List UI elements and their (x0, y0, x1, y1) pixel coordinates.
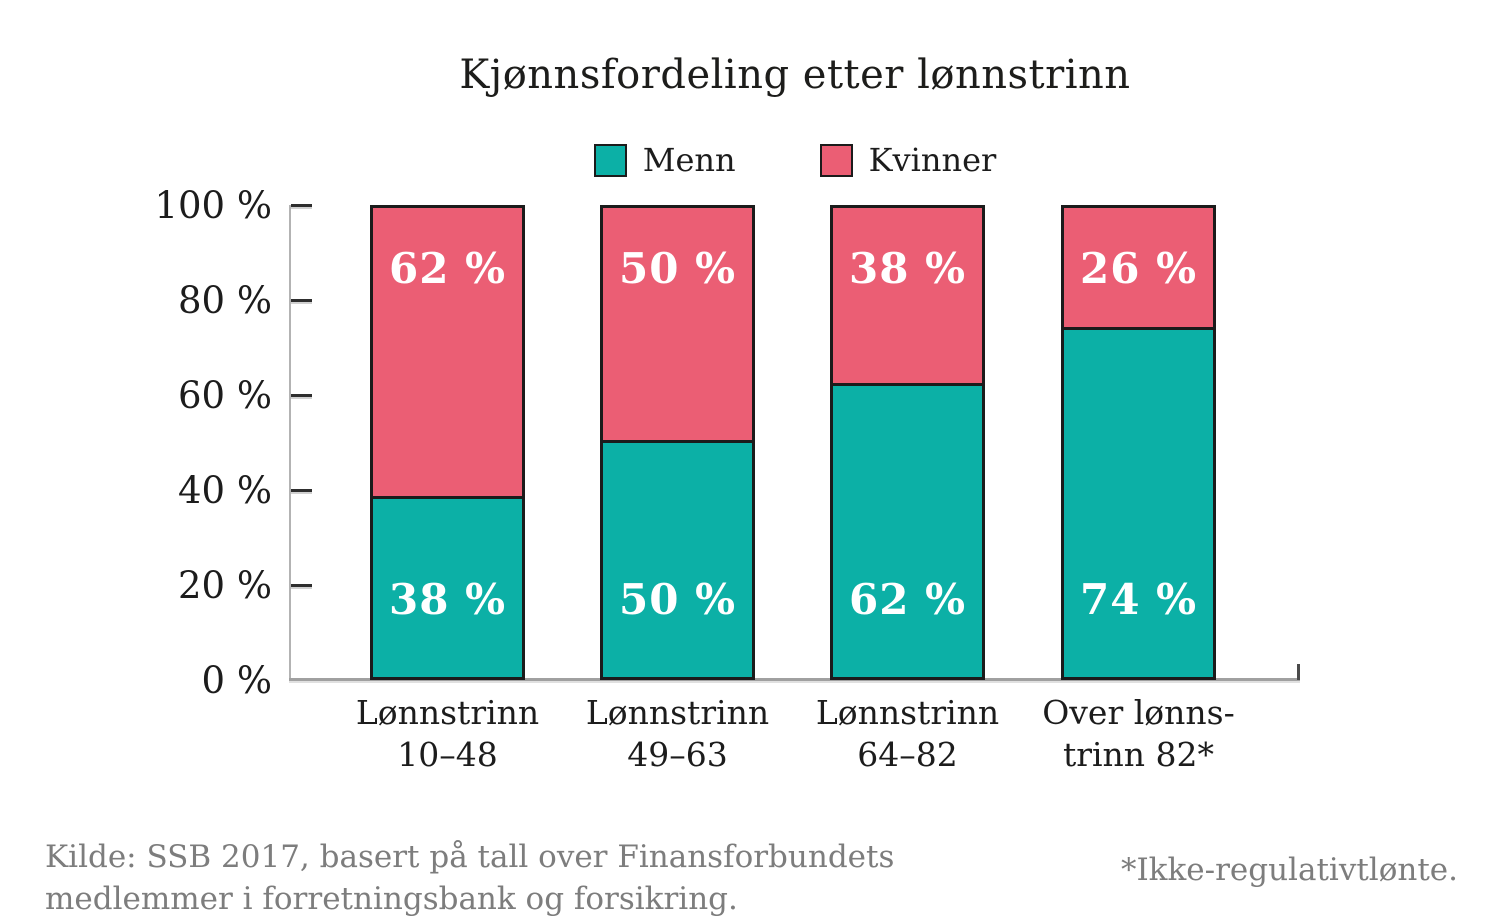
bar-column: 26 % 74 % (1061, 205, 1216, 680)
legend: Menn Kvinner (290, 138, 1300, 182)
y-axis-tick (291, 299, 312, 302)
legend-item-kvinner: Kvinner (819, 141, 997, 179)
y-axis-tick (291, 394, 312, 397)
bar-value-label-menn: 38 % (389, 575, 506, 624)
y-axis-tick-label: 100 % (154, 184, 272, 227)
kvinner-swatch-icon (819, 143, 853, 177)
x-axis-category-label: Lønnstrinn 49–63 (585, 693, 770, 774)
bar-segment-menn (1064, 329, 1213, 677)
x-axis-baseline (289, 678, 1300, 681)
y-axis-tick (291, 489, 312, 492)
bar-value-label-menn: 62 % (849, 575, 966, 624)
bar-segment-menn (833, 386, 982, 677)
y-axis-tick-label: 80 % (178, 279, 272, 322)
bar-segment-menn (603, 442, 752, 677)
y-axis-tick-label: 60 % (178, 374, 272, 417)
y-axis-line (289, 205, 291, 681)
bar-value-label-menn: 74 % (1080, 575, 1197, 624)
x-axis-category-label: Lønnstrinn 64–82 (815, 693, 1000, 774)
bar-column: 62 % 38 % (370, 205, 525, 680)
x-axis-end-tick (1297, 664, 1300, 680)
x-axis-category-label: Over lønns-trinn 82* (1042, 693, 1235, 774)
source-text: Kilde: SSB 2017, basert på tall over Fin… (45, 836, 894, 920)
bar-value-label-kvinner: 38 % (849, 244, 966, 293)
bar-value-label-kvinner: 50 % (619, 244, 736, 293)
y-axis-tick-label: 0 % (201, 659, 272, 702)
footnote-text: *Ikke-regulativtlønte. (1120, 852, 1458, 888)
legend-item-menn: Menn (593, 141, 736, 179)
source-line-1: Kilde: SSB 2017, basert på tall over Fin… (45, 839, 895, 875)
bar-value-label-kvinner: 26 % (1080, 244, 1197, 293)
bar-segment-kvinner (603, 208, 752, 443)
bar-column: 38 % 62 % (830, 205, 985, 680)
bar-value-label-kvinner: 62 % (389, 244, 506, 293)
bar-segment-kvinner (1064, 208, 1213, 330)
bar-value-label-menn: 50 % (619, 575, 736, 624)
menn-swatch-icon (593, 143, 627, 177)
x-axis-category-label: Lønnstrinn 10–48 (355, 693, 540, 774)
y-axis-tick-label: 40 % (178, 469, 272, 512)
legend-label-menn: Menn (642, 141, 736, 179)
bar-segment-kvinner (373, 208, 522, 499)
legend-label-kvinner: Kvinner (868, 141, 997, 179)
bar-segment-menn (373, 498, 522, 677)
chart-title: Kjønnsfordeling etter lønnstrinn (459, 52, 1131, 98)
bar-segment-kvinner (833, 208, 982, 387)
y-axis-tick (291, 204, 312, 207)
source-line-2: medlemmer i forretningsbank og forsikrin… (45, 881, 738, 917)
y-axis-tick (291, 584, 312, 587)
y-axis-tick-label: 20 % (178, 564, 272, 607)
bar-column: 50 % 50 % (600, 205, 755, 680)
